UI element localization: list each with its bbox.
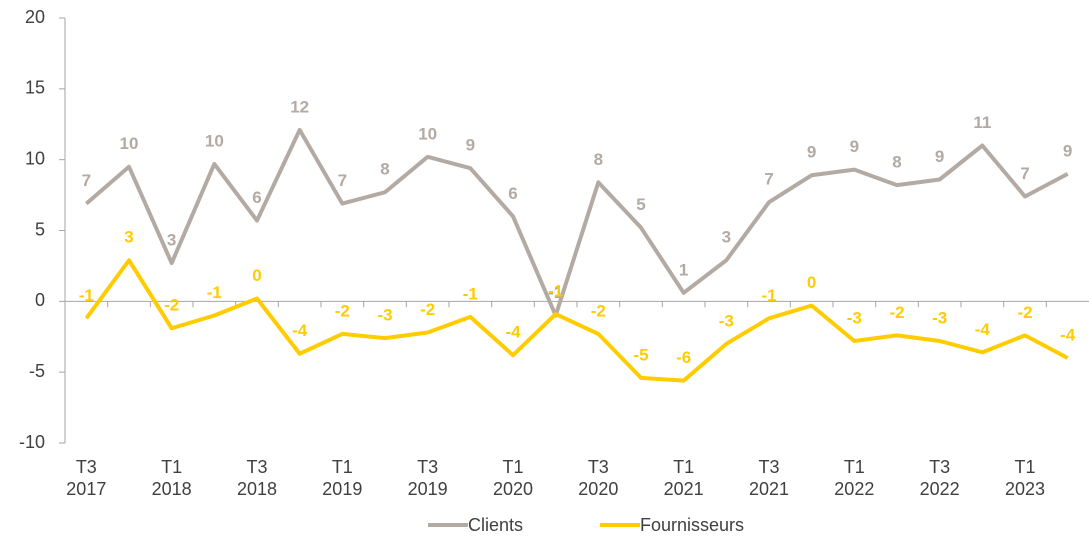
y-tick-label: 10: [25, 148, 45, 168]
x-tick-label-line: 2017: [66, 479, 106, 499]
data-label: 12: [290, 97, 309, 116]
y-tick-label: -10: [19, 432, 45, 452]
data-label: 7: [82, 171, 91, 190]
data-label: 7: [764, 170, 773, 189]
legend-label: Clients: [468, 515, 523, 535]
x-tick-label-line: T1: [673, 457, 694, 477]
series-line: [85, 127, 1069, 318]
data-label: -6: [676, 348, 691, 367]
data-label: -4: [292, 321, 308, 340]
data-label: 9: [850, 137, 859, 156]
data-label: 8: [594, 150, 603, 169]
data-label: 9: [466, 136, 475, 155]
data-label: -4: [1060, 325, 1076, 344]
data-label: -1: [761, 286, 776, 305]
x-tick-label: T1 2021: [664, 457, 704, 499]
x-tick-label: T1 2022: [834, 457, 874, 499]
x-tick-label-line: 2021: [664, 479, 704, 499]
x-tick-label-line: 2022: [920, 479, 960, 499]
data-label: 3: [124, 228, 133, 247]
data-label: 8: [380, 160, 389, 179]
data-label: 3: [722, 228, 731, 247]
data-label: -3: [719, 311, 734, 330]
data-label: -1: [548, 282, 563, 301]
data-label: -2: [420, 300, 435, 319]
data-label: -2: [164, 296, 179, 315]
x-tick-label: T1 2020: [493, 457, 533, 499]
y-tick-label: -5: [29, 361, 45, 381]
x-tick-label-line: T1: [1014, 457, 1035, 477]
x-tick-label-line: T1: [161, 457, 182, 477]
x-tick-label-line: T1: [332, 457, 353, 477]
x-tick-label: T3 2017: [66, 457, 106, 499]
data-label: 0: [807, 273, 816, 292]
data-label: -3: [932, 308, 947, 327]
data-label: -3: [377, 306, 392, 325]
x-tick-label: T3 2020: [578, 457, 618, 499]
x-tick-label-line: T3: [76, 457, 97, 477]
data-label: 9: [1063, 141, 1072, 160]
y-tick-label: 20: [25, 7, 45, 27]
x-tick-label-line: 2020: [493, 479, 533, 499]
data-label: 6: [508, 184, 517, 203]
x-tick-label-line: 2018: [237, 479, 277, 499]
y-tick-label: 5: [35, 219, 45, 239]
x-tick-label: T3 2021: [749, 457, 789, 499]
data-label: 6: [252, 188, 261, 207]
data-label: -2: [889, 303, 904, 322]
data-label: -2: [335, 301, 350, 320]
data-label: 9: [935, 147, 944, 166]
x-tick-label: T1 2018: [152, 457, 192, 499]
data-label: 9: [807, 143, 816, 162]
x-tick-label-line: 2019: [408, 479, 448, 499]
x-tick-label: T3 2018: [237, 457, 277, 499]
data-label: 10: [120, 134, 139, 153]
data-label: -2: [591, 301, 606, 320]
data-label: -1: [548, 283, 563, 302]
x-tick-label-line: T1: [502, 457, 523, 477]
data-label: 3: [167, 231, 176, 250]
x-tick-label-line: T1: [844, 457, 865, 477]
x-tick-label: T3 2019: [408, 457, 448, 499]
data-label: -4: [975, 320, 991, 339]
y-tick-label: 15: [25, 78, 45, 98]
data-label: 5: [636, 195, 645, 214]
x-tick-label-line: T3: [588, 457, 609, 477]
data-label: 8: [892, 153, 901, 172]
data-label: 1: [679, 260, 688, 279]
data-label: 7: [338, 171, 347, 190]
y-tick-label: 0: [35, 290, 45, 310]
x-tick-label-line: 2021: [749, 479, 789, 499]
legend-label: Fournisseurs: [640, 515, 744, 535]
x-tick-label-line: T3: [417, 457, 438, 477]
x-tick-label-line: 2023: [1005, 479, 1045, 499]
data-label: -2: [1017, 303, 1032, 322]
data-label: -1: [79, 286, 94, 305]
x-tick-label-line: T3: [246, 457, 267, 477]
data-label: 0: [252, 266, 261, 285]
x-tick-label-line: T3: [929, 457, 950, 477]
data-label: -1: [463, 284, 478, 303]
data-label: 7: [1020, 164, 1029, 183]
x-tick-label-line: 2018: [152, 479, 192, 499]
data-label: 10: [205, 131, 224, 150]
data-label: 11: [973, 113, 991, 132]
x-tick-label: T3 2022: [920, 457, 960, 499]
x-tick-label: T1 2023: [1005, 457, 1045, 499]
data-label: 10: [418, 124, 437, 143]
data-label: -3: [847, 308, 862, 327]
x-tick-label-line: 2019: [322, 479, 362, 499]
data-label: -5: [633, 345, 648, 364]
data-label: -1: [207, 283, 222, 302]
x-tick-label-line: 2020: [578, 479, 618, 499]
data-label: -4: [505, 323, 521, 342]
x-tick-label-line: 2022: [834, 479, 874, 499]
x-tick-label-line: T3: [758, 457, 779, 477]
x-tick-label: T1 2019: [322, 457, 362, 499]
series-line: [84, 258, 1069, 383]
